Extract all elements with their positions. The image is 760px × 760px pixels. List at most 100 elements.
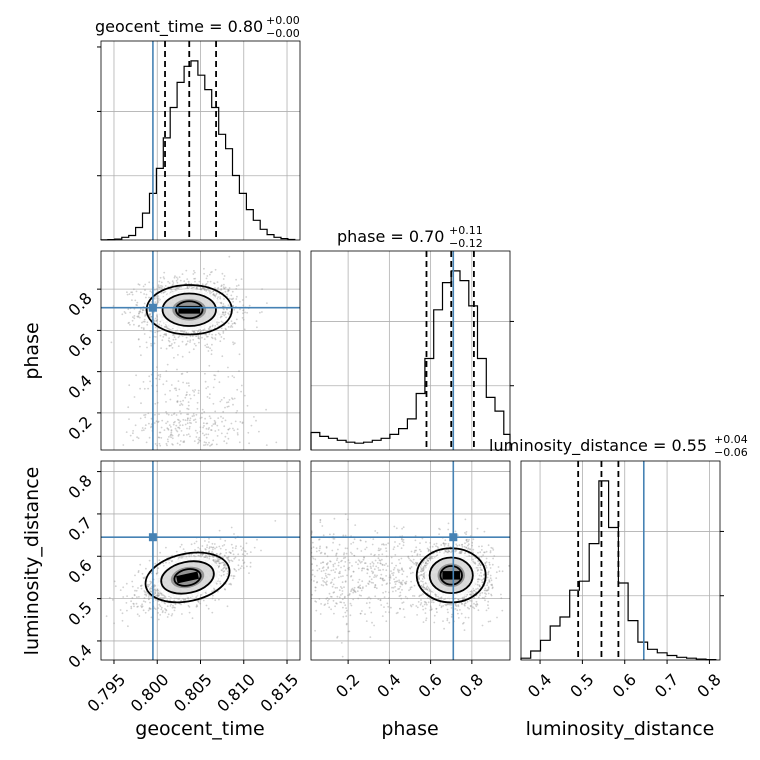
sample-point bbox=[137, 283, 140, 286]
sample-point bbox=[487, 587, 490, 590]
sample-point bbox=[213, 282, 216, 285]
sample-point bbox=[368, 580, 371, 583]
sample-point bbox=[492, 557, 494, 560]
sample-point bbox=[478, 545, 480, 548]
sample-point bbox=[160, 347, 163, 350]
sample-point bbox=[172, 423, 175, 426]
sample-point bbox=[133, 315, 136, 317]
sample-point bbox=[177, 557, 180, 559]
sample-point bbox=[465, 539, 468, 541]
sample-point bbox=[222, 330, 225, 333]
sample-point bbox=[148, 559, 151, 562]
sample-point bbox=[230, 526, 233, 529]
sample-point bbox=[178, 276, 181, 278]
sample-point bbox=[227, 289, 230, 292]
sample-point bbox=[408, 557, 410, 560]
contour-line bbox=[145, 284, 233, 336]
sample-point bbox=[419, 594, 421, 597]
sample-point bbox=[466, 600, 469, 603]
sample-point bbox=[204, 540, 206, 542]
sample-point bbox=[223, 314, 226, 317]
sample-point bbox=[160, 284, 162, 287]
sample-point bbox=[169, 599, 172, 602]
sample-point bbox=[155, 589, 157, 592]
sample-point bbox=[178, 556, 181, 559]
sample-point bbox=[206, 280, 209, 283]
sample-point bbox=[220, 320, 223, 323]
sample-point bbox=[202, 329, 205, 332]
sample-point bbox=[189, 341, 191, 343]
sample-point bbox=[410, 605, 413, 608]
sample-point bbox=[477, 551, 479, 554]
sample-point bbox=[471, 541, 474, 544]
sample-point bbox=[334, 562, 336, 565]
sample-point bbox=[189, 335, 192, 338]
sample-point bbox=[176, 400, 179, 403]
sample-point bbox=[429, 542, 432, 544]
sample-point bbox=[143, 597, 146, 599]
sample-point bbox=[438, 533, 440, 535]
sample-point bbox=[137, 325, 140, 328]
sample-point bbox=[457, 617, 460, 619]
sample-point bbox=[467, 616, 470, 619]
sample-point bbox=[172, 334, 175, 337]
sample-point bbox=[208, 397, 211, 399]
sample-point bbox=[163, 601, 166, 604]
sample-point bbox=[209, 273, 211, 276]
sample-point bbox=[392, 568, 395, 571]
sample-point bbox=[211, 337, 214, 340]
sample-point bbox=[407, 556, 410, 558]
sample-point bbox=[472, 560, 475, 563]
sample-point bbox=[421, 569, 424, 572]
sample-point bbox=[206, 396, 209, 398]
sample-point bbox=[411, 571, 414, 574]
sample-point bbox=[136, 301, 139, 304]
sample-point bbox=[242, 562, 245, 565]
sample-point bbox=[230, 320, 233, 323]
sample-point bbox=[217, 370, 220, 373]
sample-point bbox=[205, 346, 208, 348]
sample-point bbox=[194, 549, 196, 551]
sample-point bbox=[153, 585, 156, 588]
sample-point bbox=[225, 316, 228, 319]
sample-point bbox=[140, 587, 143, 590]
sample-point bbox=[178, 419, 180, 422]
sample-point bbox=[150, 315, 153, 318]
sample-point bbox=[157, 420, 160, 423]
sample-point bbox=[173, 606, 175, 609]
sample-point bbox=[232, 427, 234, 430]
sample-point bbox=[220, 569, 223, 571]
sample-point bbox=[167, 327, 170, 330]
sample-point bbox=[230, 543, 233, 546]
sample-point bbox=[227, 437, 230, 440]
sample-point bbox=[199, 288, 202, 291]
sample-point bbox=[159, 286, 162, 289]
title-phase-plus: +0.11 bbox=[449, 224, 483, 237]
sample-point bbox=[173, 421, 175, 424]
sample-point bbox=[132, 602, 135, 605]
sample-point bbox=[218, 529, 221, 532]
sample-point bbox=[466, 541, 468, 543]
sample-point bbox=[136, 315, 139, 318]
sample-point bbox=[212, 290, 215, 293]
sample-point bbox=[205, 433, 208, 436]
sample-point bbox=[145, 341, 148, 344]
sample-point bbox=[500, 597, 503, 600]
sample-point bbox=[163, 333, 166, 335]
sample-point bbox=[219, 582, 222, 585]
sample-point bbox=[460, 550, 463, 553]
sample-point bbox=[193, 330, 196, 333]
sample-point bbox=[147, 387, 150, 390]
sample-point bbox=[214, 287, 216, 289]
sample-point bbox=[427, 557, 430, 560]
sample-point bbox=[156, 300, 159, 303]
sample-point bbox=[472, 538, 475, 541]
sample-point bbox=[274, 520, 277, 522]
sample-point bbox=[157, 299, 160, 301]
sample-point bbox=[138, 615, 141, 617]
sample-point bbox=[149, 313, 151, 316]
sample-point bbox=[208, 557, 211, 560]
sample-point bbox=[184, 597, 187, 600]
sample-point bbox=[189, 417, 192, 420]
sample-point bbox=[242, 309, 245, 312]
